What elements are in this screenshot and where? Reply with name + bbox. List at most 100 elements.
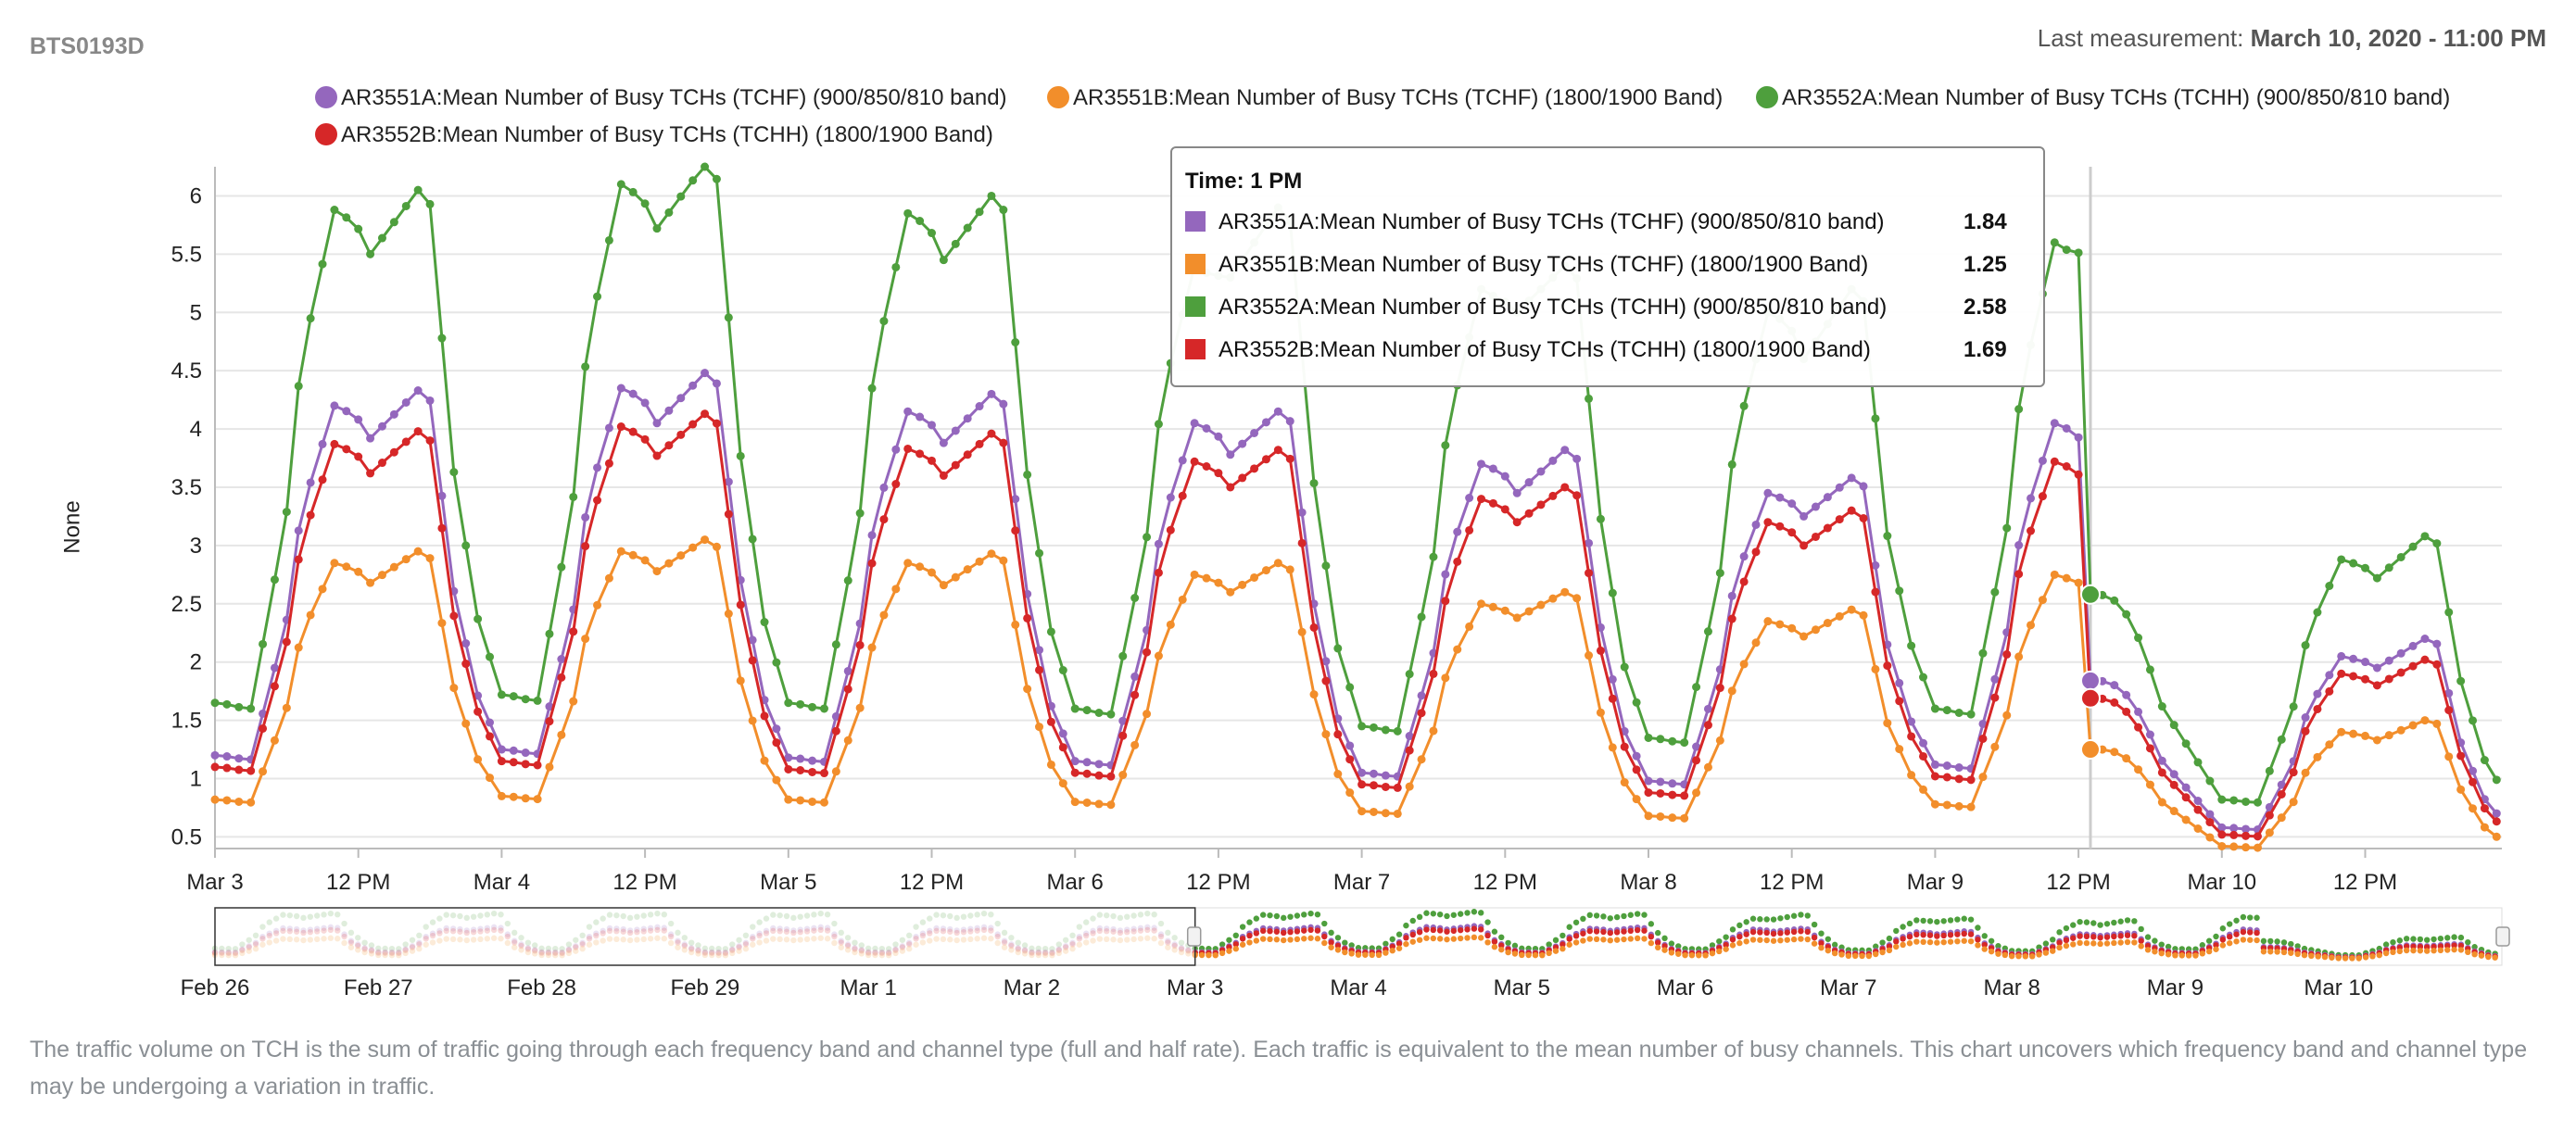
navigator-point xyxy=(538,949,545,955)
navigator-point xyxy=(960,926,967,933)
data-point xyxy=(581,542,590,551)
data-point xyxy=(2062,462,2071,472)
navigator-point xyxy=(232,946,239,952)
data-point xyxy=(377,233,386,243)
data-point xyxy=(1560,446,1570,455)
navigator-point xyxy=(300,937,307,944)
navigator-point xyxy=(2403,936,2410,942)
data-point xyxy=(354,415,363,424)
data-point xyxy=(413,427,423,436)
navigator-point xyxy=(1757,916,1763,923)
data-point xyxy=(903,559,913,568)
data-point xyxy=(2349,672,2358,681)
navigator-point xyxy=(1940,918,1947,924)
data-point xyxy=(2480,804,2489,813)
navigator-point xyxy=(667,939,675,947)
navigator-handle-left[interactable] xyxy=(1186,926,1202,947)
data-point xyxy=(497,745,506,754)
navigator-point xyxy=(429,939,436,946)
navigator-point xyxy=(953,914,960,922)
navigator-point xyxy=(865,949,872,955)
navigator-point xyxy=(1137,924,1144,931)
navigator-point xyxy=(1436,911,1444,918)
navigator-point xyxy=(504,931,511,937)
x-tick-label: 12 PM xyxy=(1186,870,1250,895)
navigator-point xyxy=(2254,914,2260,921)
navigator-point xyxy=(327,924,335,931)
navigator-point xyxy=(1981,941,1988,949)
data-point xyxy=(1895,678,1904,687)
data-point xyxy=(1644,788,1653,798)
navigator-point xyxy=(2028,953,2036,960)
navigator-point xyxy=(375,950,382,956)
navigator-point xyxy=(1580,937,1586,944)
data-point xyxy=(593,600,602,610)
y-tick-label: 4.5 xyxy=(171,358,202,384)
data-point xyxy=(593,463,602,472)
data-point xyxy=(652,451,662,460)
navigator-point xyxy=(852,946,858,952)
navigator-point xyxy=(1294,912,1301,919)
legend-item-ar3552a[interactable]: AR3552A:Mean Number of Busy TCHs (TCHH) … xyxy=(1756,85,2450,111)
navigator-point xyxy=(1001,939,1008,946)
navigator-point xyxy=(661,911,667,918)
navigator-point xyxy=(817,926,824,934)
navigator-point xyxy=(1294,936,1301,943)
data-point xyxy=(1285,417,1294,426)
legend-item-ar3551a[interactable]: AR3551A:Mean Number of Busy TCHs (TCHF) … xyxy=(315,85,1007,111)
navigator-point xyxy=(355,947,361,953)
tooltip-label: AR3552A:Mean Number of Busy TCHs (TCHH) … xyxy=(1219,295,1888,320)
navigator-point xyxy=(1157,939,1165,947)
navigator-point xyxy=(2444,935,2451,941)
navigator-point xyxy=(1859,952,1865,960)
navigator-point xyxy=(1559,941,1566,948)
data-point xyxy=(1847,605,1856,614)
navigator-point xyxy=(2294,950,2301,958)
data-point xyxy=(2325,686,2334,696)
navigator-point xyxy=(272,927,280,935)
data-point xyxy=(2492,817,2501,826)
navigator-point xyxy=(579,939,586,946)
data-point xyxy=(2050,570,2059,579)
navigator-point xyxy=(1301,936,1307,942)
data-point xyxy=(330,559,339,568)
navigator-point xyxy=(1389,948,1395,954)
navigator-point xyxy=(1580,915,1586,923)
legend-item-ar3552b[interactable]: AR3552B:Mean Number of Busy TCHs (TCHH) … xyxy=(315,122,993,148)
data-point xyxy=(2337,651,2346,660)
data-point xyxy=(2038,596,2047,605)
navigator-point xyxy=(300,914,307,922)
navigator-point xyxy=(1157,933,1165,940)
data-point xyxy=(1357,768,1367,777)
navigator-point xyxy=(640,936,647,943)
navigator-point xyxy=(511,944,518,950)
data-point xyxy=(2432,639,2442,648)
navigator-handle-right[interactable] xyxy=(2495,926,2510,947)
data-point xyxy=(975,557,984,566)
navigator-point xyxy=(1021,950,1029,957)
navigator-point xyxy=(681,935,688,941)
legend-item-ar3551b[interactable]: AR3551B:Mean Number of Busy TCHs (TCHF) … xyxy=(1047,85,1723,111)
navigator-point xyxy=(1804,936,1811,943)
data-point xyxy=(2301,641,2310,650)
data-point xyxy=(1620,742,1629,751)
data-point xyxy=(2444,688,2454,698)
navigator-point xyxy=(1552,948,1559,954)
data-point xyxy=(1656,788,1665,798)
data-point xyxy=(2014,652,2024,661)
navigator-point xyxy=(2152,949,2158,955)
navigator-point xyxy=(579,941,586,948)
navigator-point xyxy=(913,933,919,940)
navigator-point xyxy=(695,950,701,957)
data-point xyxy=(1703,704,1712,713)
navigator-point xyxy=(573,943,579,950)
navigator-point xyxy=(1607,937,1613,944)
tooltip-value: 1.25 xyxy=(1964,252,2007,277)
navigator-point xyxy=(1926,932,1934,938)
navigator-point xyxy=(919,939,927,946)
y-tick-label: 6 xyxy=(190,183,202,208)
navigator-point xyxy=(2219,937,2227,943)
data-point xyxy=(259,723,268,733)
data-point xyxy=(581,635,590,644)
